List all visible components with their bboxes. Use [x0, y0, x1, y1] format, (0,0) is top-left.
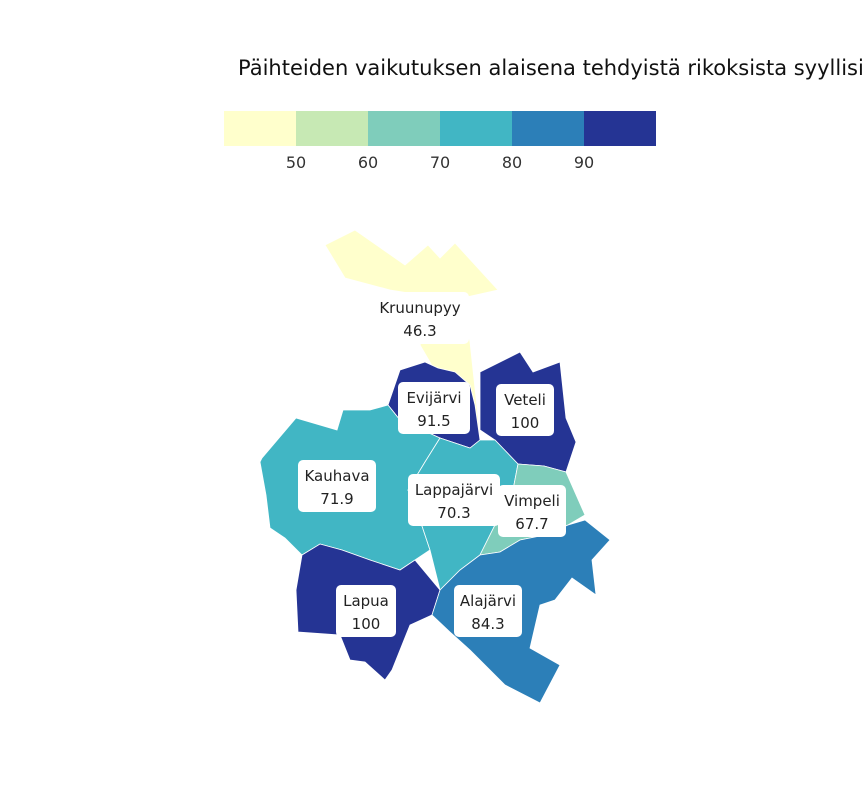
legend-swatch-2	[296, 111, 368, 146]
legend-swatch-6	[584, 111, 656, 146]
label-kruunupyy: Kruunupyy 46.3	[371, 292, 469, 344]
label-value-kruunupyy: 46.3	[403, 322, 436, 340]
label-value-veteli: 100	[511, 414, 540, 432]
legend-tick-50: 50	[285, 153, 307, 172]
color-legend: 50 60 70 80 90	[224, 111, 657, 181]
label-alajarvi: Alajärvi 84.3	[454, 585, 522, 637]
label-box-kruunupyy	[371, 292, 469, 344]
label-name-lapua: Lapua	[343, 592, 389, 610]
label-box-veteli	[496, 384, 554, 436]
label-name-veteli: Veteli	[504, 391, 546, 409]
legend-tick-60: 60	[357, 153, 379, 172]
label-box-vimpeli	[498, 485, 566, 537]
label-value-alajarvi: 84.3	[471, 615, 504, 633]
legend-swatch-3	[368, 111, 440, 146]
label-name-alajarvi: Alajärvi	[460, 592, 516, 610]
label-value-kauhava: 71.9	[320, 490, 353, 508]
label-evijarvi: Evijärvi 91.5	[398, 382, 470, 434]
label-vimpeli: Vimpeli 67.7	[498, 485, 566, 537]
label-lapua: Lapua 100	[336, 585, 396, 637]
legend-tick-80: 80	[501, 153, 523, 172]
label-value-vimpeli: 67.7	[515, 515, 548, 533]
legend-swatch-5	[512, 111, 584, 146]
label-box-lapua	[336, 585, 396, 637]
label-box-lappajarvi	[408, 474, 500, 526]
label-lappajarvi: Lappajärvi 70.3	[408, 474, 500, 526]
label-name-vimpeli: Vimpeli	[504, 492, 560, 510]
legend-tick-70: 70	[429, 153, 451, 172]
label-name-lappajarvi: Lappajärvi	[415, 481, 493, 499]
legend-swatch-4	[440, 111, 512, 146]
label-value-lappajarvi: 70.3	[437, 504, 470, 522]
label-kauhava: Kauhava 71.9	[298, 460, 376, 512]
label-box-alajarvi	[454, 585, 522, 637]
label-name-kauhava: Kauhava	[304, 467, 369, 485]
label-name-evijarvi: Evijärvi	[406, 389, 461, 407]
legend-swatch-1	[224, 111, 296, 146]
legend-bar	[224, 111, 656, 146]
label-value-evijarvi: 91.5	[417, 412, 450, 430]
map-title: Päihteiden vaikutuksen alaisena tehdyist…	[238, 56, 864, 80]
label-value-lapua: 100	[352, 615, 381, 633]
label-veteli: Veteli 100	[496, 384, 554, 436]
label-name-kruunupyy: Kruunupyy	[379, 299, 460, 317]
label-box-evijarvi	[398, 382, 470, 434]
label-box-kauhava	[298, 460, 376, 512]
legend-tick-90: 90	[573, 153, 595, 172]
